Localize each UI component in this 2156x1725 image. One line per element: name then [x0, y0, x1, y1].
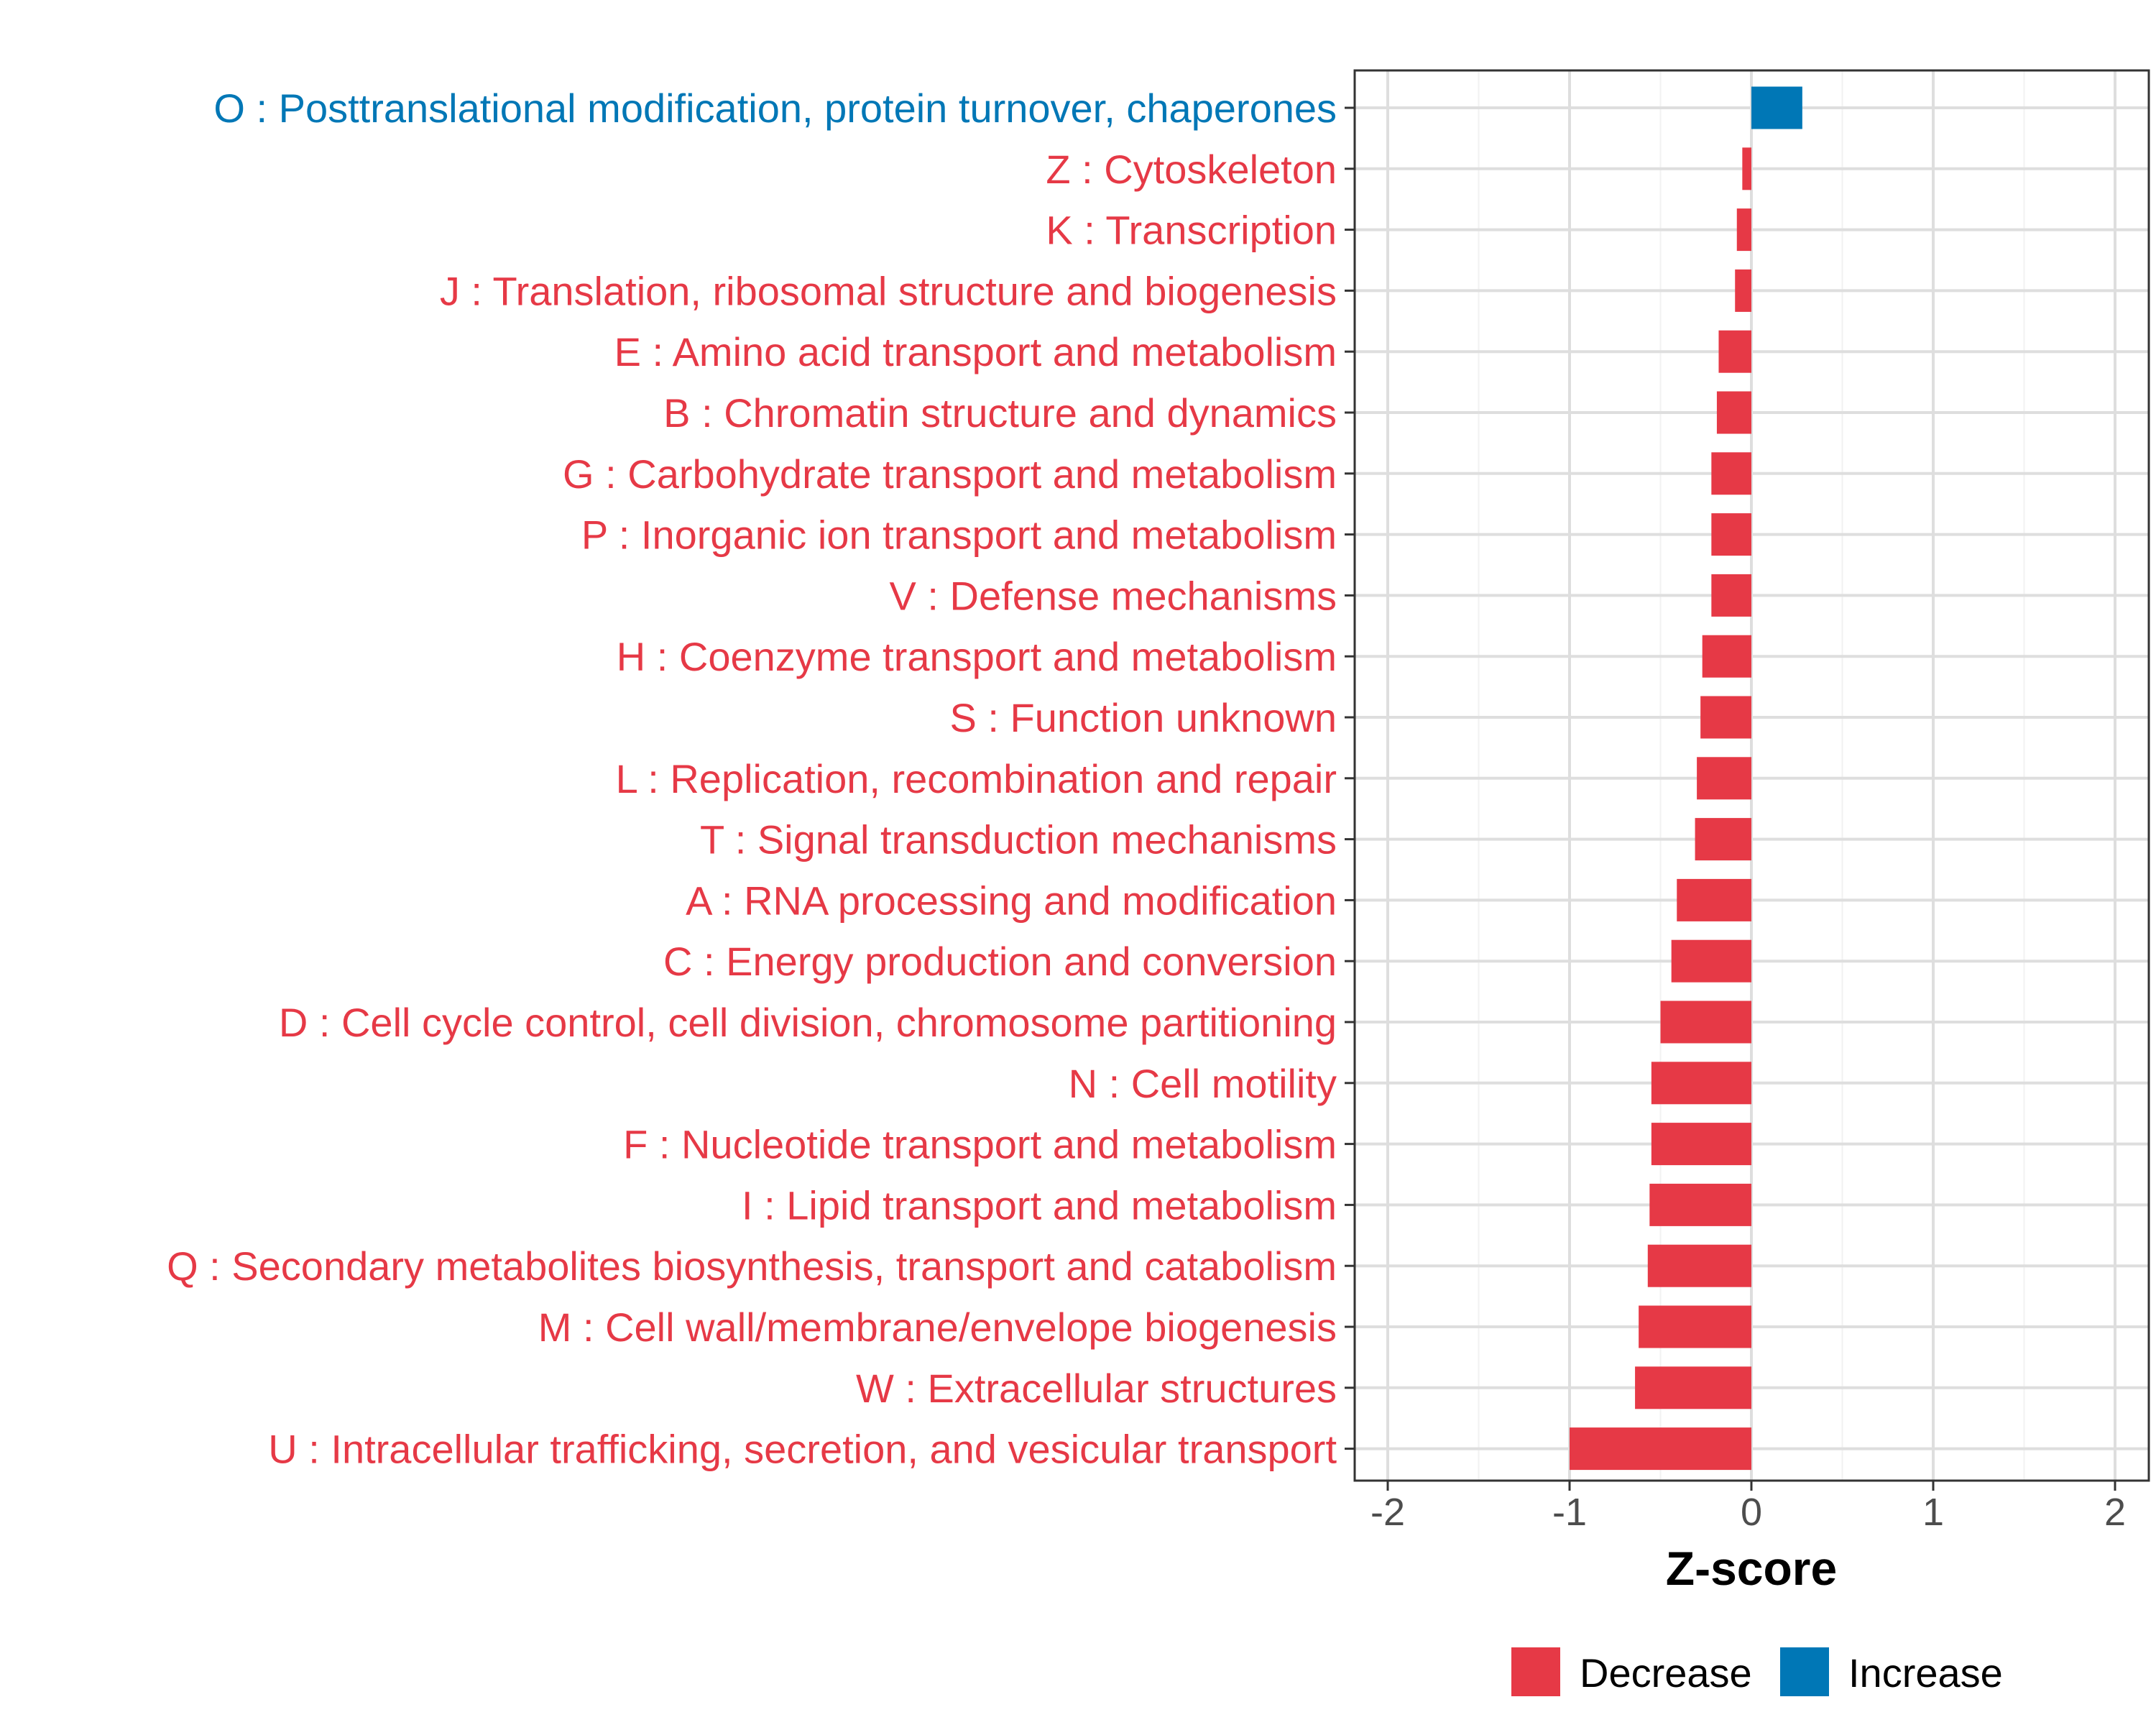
bar: [1570, 1427, 1751, 1471]
category-label: O : Posttranslational modification, prot…: [213, 86, 1337, 131]
bar: [1649, 1183, 1751, 1226]
x-tick-label: 1: [1922, 1491, 1944, 1534]
bar: [1742, 147, 1751, 190]
category-label: A : RNA processing and modification: [686, 878, 1337, 923]
category-label: P : Inorganic ion transport and metaboli…: [581, 512, 1337, 558]
bar: [1700, 696, 1751, 739]
legend-key-increase: [1780, 1647, 1829, 1696]
x-axis-ticks: [1386, 1481, 2116, 1491]
category-label: W : Extracellular structures: [856, 1366, 1337, 1411]
category-label: Q : Secondary metabolites biosynthesis, …: [167, 1243, 1337, 1289]
bar: [1718, 330, 1751, 373]
legend-key-decrease: [1511, 1647, 1560, 1696]
bar: [1651, 1123, 1751, 1166]
category-label: D : Cell cycle control, cell division, c…: [279, 1000, 1337, 1045]
bar: [1671, 939, 1751, 983]
category-label: J : Translation, ribosomal structure and…: [440, 268, 1337, 313]
legend-label-increase: Increase: [1848, 1650, 2003, 1696]
bars: [1570, 86, 1802, 1471]
category-label: M : Cell wall/membrane/envelope biogenes…: [538, 1305, 1337, 1350]
bar: [1651, 1062, 1751, 1105]
bar: [1702, 635, 1751, 678]
category-label: N : Cell motility: [1069, 1061, 1337, 1106]
x-tick-label: 0: [1741, 1491, 1762, 1534]
x-tick-label: -1: [1552, 1491, 1587, 1534]
category-label: F : Nucleotide transport and metabolism: [623, 1122, 1337, 1167]
category-label: U : Intracellular trafficking, secretion…: [268, 1427, 1337, 1472]
category-label: L : Replication, recombination and repai…: [616, 756, 1337, 801]
bar: [1647, 1244, 1751, 1287]
bar: [1711, 452, 1751, 495]
y-axis-category-labels: O : Posttranslational modification, prot…: [167, 86, 1337, 1472]
category-label: V : Defense mechanisms: [890, 573, 1337, 618]
x-axis-tick-labels: -2 -1 0 1 2: [1370, 1491, 2126, 1534]
category-label: S : Function unknown: [949, 695, 1337, 740]
bar: [1635, 1366, 1751, 1409]
category-label: I : Lipid transport and metabolism: [742, 1182, 1337, 1228]
x-tick-label: 2: [2104, 1491, 2126, 1534]
bar: [1639, 1305, 1751, 1348]
legend: Decrease Increase: [1511, 1647, 2003, 1696]
x-tick-label: -2: [1370, 1491, 1405, 1534]
bar: [1677, 878, 1751, 921]
bar: [1711, 574, 1751, 617]
bar: [1716, 391, 1751, 434]
category-label: H : Coenzyme transport and metabolism: [617, 634, 1337, 679]
bar: [1695, 818, 1751, 861]
bar: [1751, 86, 1802, 129]
category-label: C : Energy production and conversion: [663, 939, 1337, 984]
legend-label-decrease: Decrease: [1580, 1650, 1752, 1696]
category-label: T : Signal transduction mechanisms: [700, 817, 1337, 862]
bar: [1711, 513, 1751, 556]
category-label: E : Amino acid transport and metabolism: [614, 329, 1337, 374]
y-axis-ticks: [1345, 106, 1355, 1450]
bar: [1736, 208, 1751, 252]
bar: [1735, 269, 1751, 312]
category-label: K : Transcription: [1046, 208, 1337, 253]
category-label: B : Chromatin structure and dynamics: [663, 390, 1337, 436]
x-axis-title: Z-score: [1666, 1542, 1837, 1595]
category-label: Z : Cytoskeleton: [1046, 147, 1337, 192]
bar: [1697, 757, 1751, 800]
bar: [1660, 1000, 1751, 1044]
category-label: G : Carbohydrate transport and metabolis…: [563, 451, 1337, 497]
